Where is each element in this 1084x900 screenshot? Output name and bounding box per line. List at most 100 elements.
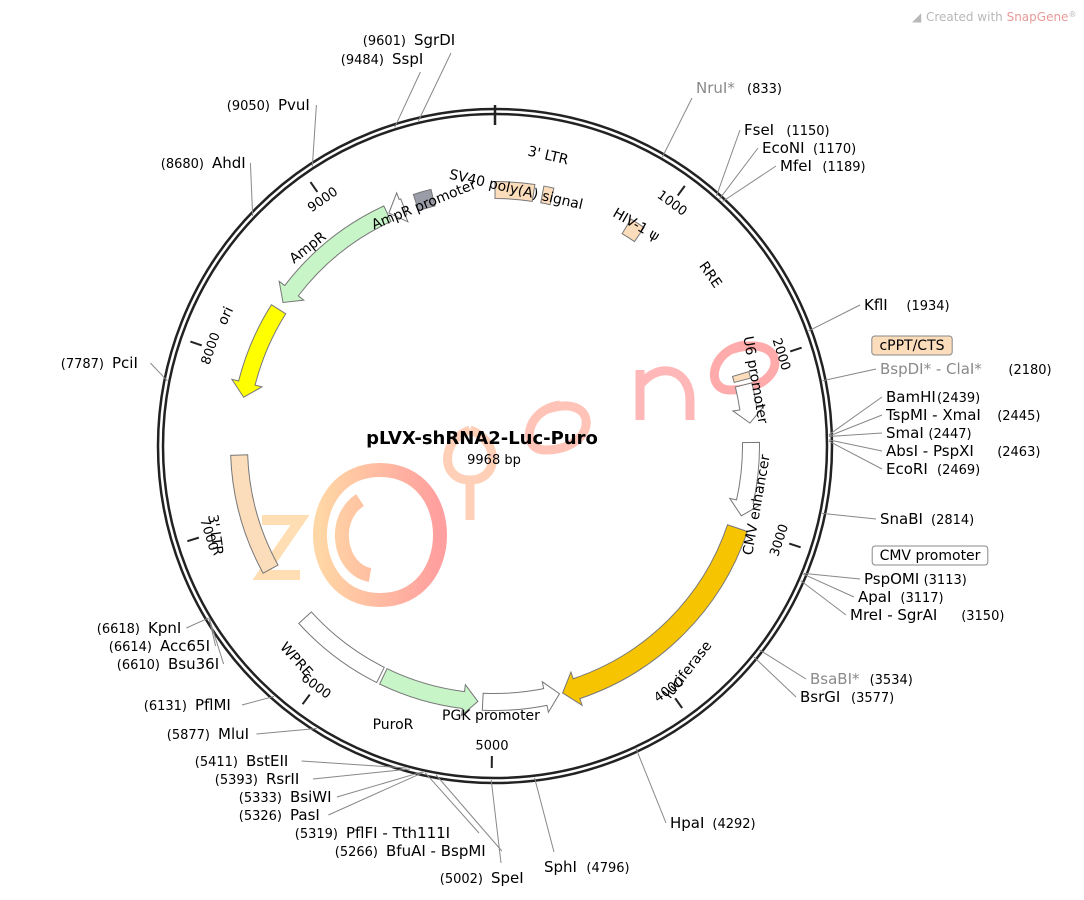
site-bsiwi[interactable]: (5333) BsiWI — [239, 788, 332, 806]
site-position: (2445) — [997, 409, 1040, 424]
site-pspomi[interactable]: PspOMI (3113) — [864, 570, 967, 588]
site-ahdi[interactable]: (8680) AhdI — [161, 154, 246, 172]
site-bsrgi[interactable]: BsrGI (3577) — [800, 688, 894, 706]
feature-cmv-enhancer[interactable] — [728, 441, 762, 517]
site-bsabi[interactable]: BsaBI* (3534) — [810, 670, 913, 688]
site-sgrdi[interactable]: (9601) SgrDI — [363, 31, 455, 49]
site-ecori[interactable]: EcoRI (2469) — [886, 460, 980, 478]
feature-ampr[interactable] — [278, 205, 392, 304]
site-name: BstEII — [246, 752, 288, 770]
site-apai[interactable]: ApaI (3117) — [858, 588, 944, 606]
site-name: BsaBI* — [810, 670, 860, 688]
site-sphi[interactable]: SphI (4796) — [544, 858, 630, 876]
site-mfei[interactable]: MfeI (1189) — [780, 157, 866, 175]
site-leader-smai — [828, 432, 883, 438]
site-bfuai-bspmi[interactable]: (5266) BfuAI - BspMI — [335, 842, 486, 860]
site-leader-pasi — [328, 771, 424, 816]
credit-reg: ® — [1068, 10, 1076, 19]
site-name: BfuAI - BspMI — [386, 842, 486, 860]
site-bamhi[interactable]: BamHI (2439) — [886, 388, 980, 406]
site-fsei[interactable]: FseI (1150) — [744, 121, 830, 139]
feature-pgk-promoter[interactable] — [481, 680, 561, 714]
feature-label-box — [871, 545, 989, 566]
site-pcii[interactable]: (7787) PciI — [61, 354, 138, 372]
site-acc65i[interactable]: (6614) Acc65I — [109, 637, 210, 655]
feature-u6-promoter[interactable] — [731, 382, 765, 424]
site-pvui[interactable]: (9050) PvuI — [227, 96, 310, 114]
site-leader-acc65i — [208, 618, 217, 647]
site-name: AhdI — [212, 154, 246, 172]
site-leader-pvui — [311, 104, 317, 167]
site-name: KflI — [864, 296, 888, 314]
site-bspdi-clai[interactable]: BspDI* - ClaI* (2180) — [880, 360, 1052, 378]
site-position: (9050) — [227, 99, 270, 114]
site-pflmi[interactable]: (6131) PflMI — [144, 696, 231, 714]
feature-puror[interactable] — [378, 668, 479, 717]
feature-hiv-1[interactable] — [540, 185, 555, 206]
site-layer: (9601) SgrDI (9484) SspI (9050) PvuI (8680) Ahd… — [61, 31, 1052, 887]
site-position: (6618) — [97, 622, 140, 637]
site-sspi[interactable]: (9484) SspI — [341, 50, 424, 68]
site-leader-pcii — [150, 362, 168, 382]
feature-ampr-promoter[interactable] — [388, 191, 409, 223]
site-position: (6614) — [109, 640, 152, 655]
site-position: (1150) — [786, 124, 829, 139]
site-rsrii[interactable]: (5393) RsrII — [215, 770, 300, 788]
site-bsteii[interactable]: (5411) BstEII — [195, 752, 289, 770]
watermark-helix — [313, 463, 447, 608]
site-snabi[interactable]: SnaBI (2814) — [880, 510, 974, 528]
site-leader-absi-pspxi — [828, 439, 883, 452]
site-leader-fsei — [715, 129, 741, 197]
site-econi[interactable]: EcoNI (1170) — [762, 139, 856, 157]
site-mlui[interactable]: (5877) MluI — [167, 725, 249, 743]
site-position: (5002) — [440, 872, 483, 887]
feature-label-3-ltr: 3' LTR — [204, 513, 226, 556]
site-position: (6131) — [144, 699, 187, 714]
feature-3-ltr[interactable] — [230, 454, 279, 574]
site-leader-bsiwi — [336, 771, 423, 798]
site-position: (2469) — [937, 463, 980, 478]
site-name: EcoNI — [762, 139, 805, 157]
site-name: PflMI — [195, 696, 231, 714]
site-position: (5393) — [215, 773, 258, 788]
tick-9000 — [309, 181, 319, 193]
feature-sv40-poly-a-signal[interactable] — [412, 188, 436, 212]
site-tspmi-xmai[interactable]: TspMI - XmaI (2445) — [885, 406, 1040, 424]
snapgene-credit: ◢ Created with SnapGene® — [912, 10, 1076, 25]
site-name: MluI — [218, 725, 249, 743]
site-smai[interactable]: SmaI (2447) — [886, 424, 972, 442]
feature-rre[interactable] — [621, 218, 645, 243]
feature-label-3-ltr: 3' LTR — [526, 144, 570, 169]
feature-cppt-cts[interactable] — [731, 371, 752, 384]
site-position: (833) — [747, 82, 782, 97]
site-mrei-sgrai[interactable]: MreI - SgrAI (3150) — [850, 606, 1004, 624]
feature-luciferase[interactable] — [561, 524, 749, 707]
site-hpai[interactable]: HpaI (4292) — [670, 814, 756, 832]
site-spei[interactable]: (5002) SpeI — [440, 869, 524, 887]
site-nrui[interactable]: NruI* (833) — [696, 79, 782, 97]
tick-label: 1000 — [654, 188, 690, 220]
site-name: BsiWI — [290, 788, 332, 806]
site-pflfi-tth111i[interactable]: (5319) PflFI - Tth111I — [295, 824, 450, 842]
feature-wpre[interactable] — [298, 611, 385, 684]
site-position: (9601) — [363, 34, 406, 49]
site-bsu36i[interactable]: (6610) Bsu36I — [117, 655, 219, 673]
snapgene-logo-icon: ◢ — [912, 10, 922, 24]
site-leader-kpni — [186, 617, 209, 629]
site-leader-bsabi — [759, 649, 807, 680]
site-kfli[interactable]: KflI (1934) — [864, 296, 950, 314]
plasmid-length: 9968 bp — [467, 453, 521, 468]
site-name: Acc65I — [160, 637, 210, 655]
site-name: SpeI — [491, 869, 524, 887]
feature-ori[interactable] — [230, 304, 287, 398]
site-leader-bsrgi — [753, 656, 797, 698]
feature-3-ltr[interactable] — [494, 180, 536, 202]
site-name: NruI* — [696, 79, 735, 97]
site-kpni[interactable]: (6618) KpnI — [97, 619, 182, 637]
site-position: (2447) — [928, 427, 971, 442]
site-position: (4796) — [586, 861, 629, 876]
site-pasi[interactable]: (5326) PasI — [239, 806, 320, 824]
site-position: (1934) — [906, 299, 949, 314]
site-absi-pspxi[interactable]: AbsI - PspXI (2463) — [886, 442, 1040, 460]
